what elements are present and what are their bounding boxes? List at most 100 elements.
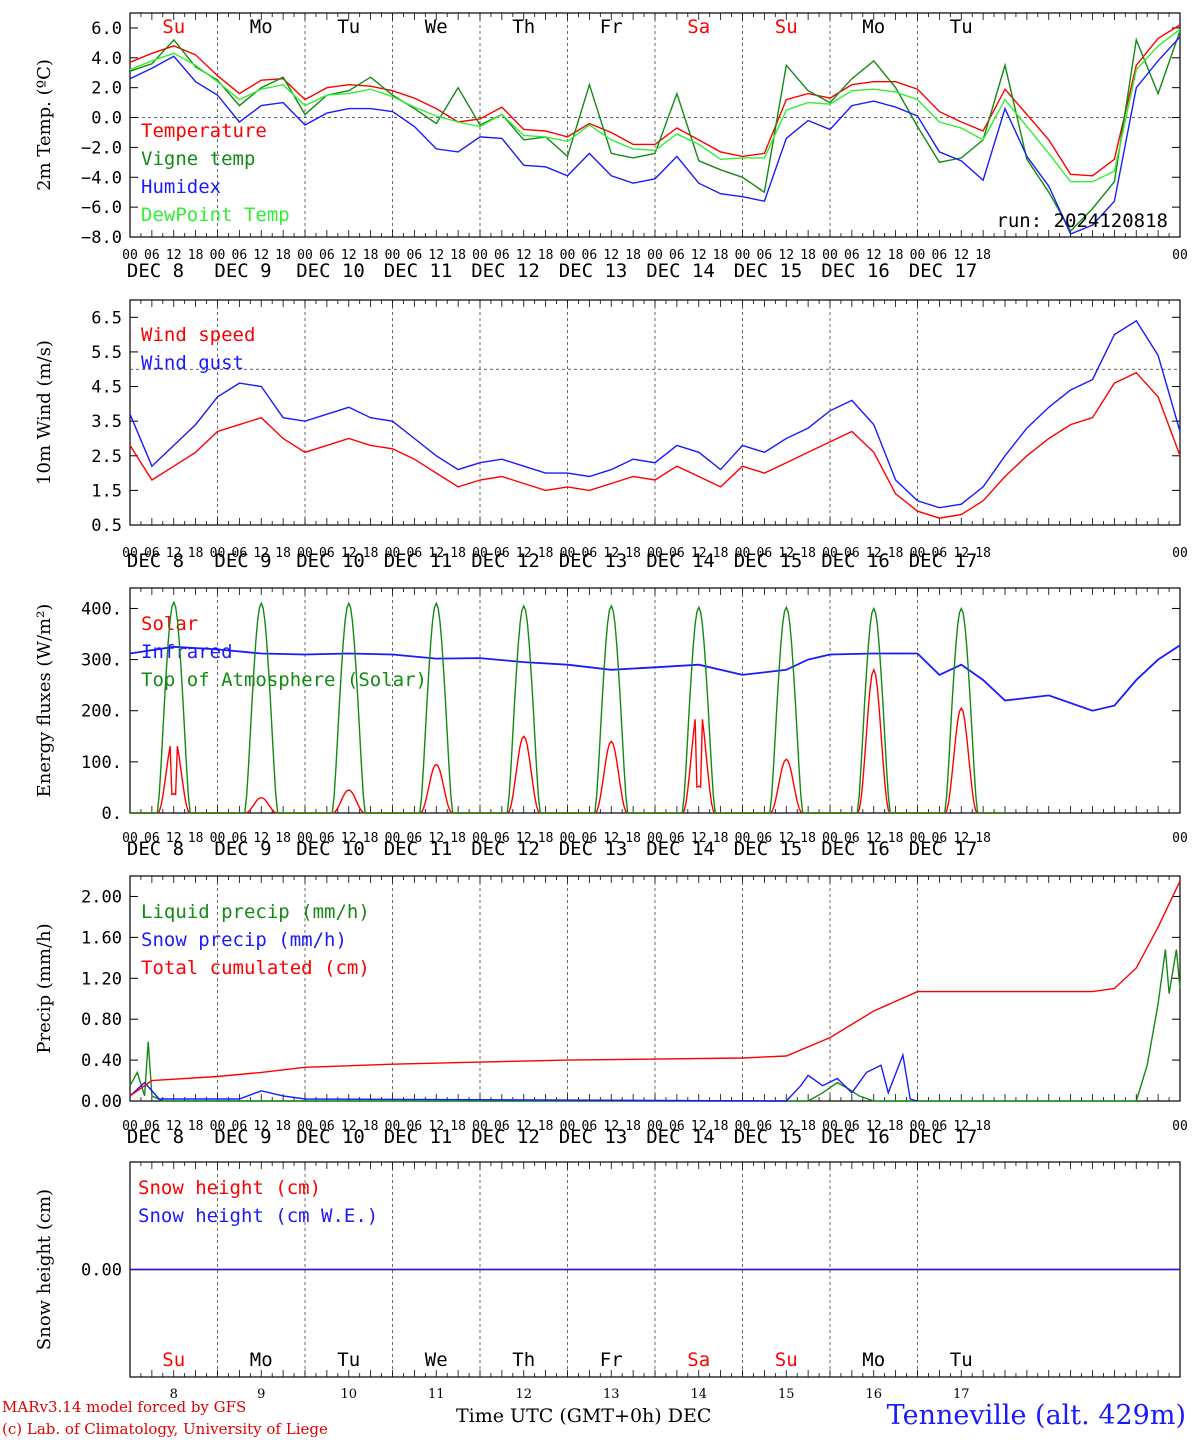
date-label: DEC 11 — [384, 1126, 453, 1148]
y-axis-label: 10m Wind (m/s) — [34, 340, 55, 485]
hour-label: 00 — [910, 248, 926, 263]
date-label: DEC 8 — [127, 1126, 184, 1148]
date-label: DEC 17 — [909, 260, 978, 282]
weekday-label: Th — [512, 16, 535, 38]
hour-label: 06 — [319, 1119, 335, 1134]
y-tick-label: 1.20 — [81, 969, 122, 989]
date-label: DEC 14 — [646, 838, 715, 860]
hour-label: 12 — [778, 1119, 794, 1134]
hour-label: 06 — [757, 248, 773, 263]
series-line — [129, 28, 1181, 183]
hour-label: 18 — [888, 546, 904, 561]
copyright-credit: (c) Lab. of Climatology, University of L… — [2, 1420, 328, 1438]
hour-label: 12 — [166, 546, 182, 561]
y-axis-label: Precip (mm/h) — [34, 923, 55, 1053]
series-line — [129, 319, 1181, 509]
y-tick-label: −8.0 — [81, 228, 122, 248]
series-line — [129, 30, 1181, 233]
hour-label: 00 — [910, 546, 926, 561]
hour-label: 00 — [210, 546, 226, 561]
hour-label: 18 — [450, 831, 466, 846]
hour-label: 12 — [341, 248, 357, 263]
date-label: DEC 11 — [384, 260, 453, 282]
hour-label: 12 — [603, 831, 619, 846]
panel-5: 0.00 Snow height (cm) Snow height (cm) Snow… — [34, 1161, 1181, 1402]
hour-label: 18 — [450, 248, 466, 263]
hour-label: 12 — [778, 248, 794, 263]
hour-label: 06 — [144, 546, 160, 561]
run-annotation: run: 2024120818 — [996, 210, 1168, 232]
series-line — [129, 24, 1181, 177]
hour-label: 06 — [669, 1119, 685, 1134]
hour-label: 00 — [647, 546, 663, 561]
hour-label: 12 — [166, 831, 182, 846]
hour-label: 00 — [210, 831, 226, 846]
hour-label: 12 — [953, 1119, 969, 1134]
y-tick-label: 0.00 — [81, 1261, 122, 1281]
date-label: DEC 14 — [646, 550, 715, 572]
day-number: 13 — [603, 1387, 620, 1402]
hour-label: 06 — [757, 546, 773, 561]
hour-label: 12 — [516, 1119, 532, 1134]
weekday-label: Th — [512, 1349, 535, 1371]
day-number: 11 — [428, 1387, 445, 1402]
date-label: DEC 10 — [296, 1126, 365, 1148]
hour-label: 18 — [188, 546, 204, 561]
hour-label: 18 — [625, 831, 641, 846]
date-label: DEC 11 — [384, 550, 453, 572]
hour-label: 00 — [472, 546, 488, 561]
hour-label: 18 — [625, 1119, 641, 1134]
weekday-label: Sa — [687, 1349, 710, 1371]
hour-label: 18 — [975, 248, 991, 263]
panel-4: 2.00 1.60 1.20 0.80 0.40 0.00 Precip (mm/h) Liq… — [34, 875, 1188, 1148]
date-label: DEC 13 — [559, 1126, 628, 1148]
hour-label: 18 — [800, 546, 816, 561]
y-tick-label: 4.5 — [91, 378, 122, 398]
date-label: DEC 13 — [559, 260, 628, 282]
panel-3: 400.300.200.100.0.Energy fluxes (W/m²) So… — [34, 587, 1188, 860]
hour-label: 06 — [669, 248, 685, 263]
hour-label: 18 — [625, 248, 641, 263]
y-tick-label: 1.60 — [81, 928, 122, 948]
legend-entry: Snow height (cm W.E.) — [138, 1205, 378, 1227]
hour-label: 06 — [494, 831, 510, 846]
hour-label: 06 — [144, 1119, 160, 1134]
hour-label: 00 — [297, 831, 313, 846]
y-tick-label: 0.00 — [81, 1092, 122, 1112]
y-tick-label: 300. — [81, 651, 122, 671]
day-number: 17 — [953, 1387, 970, 1402]
hour-label: 12 — [516, 831, 532, 846]
y-axis-label: 2m Temp. (ºC) — [34, 59, 55, 191]
date-label: DEC 16 — [821, 260, 890, 282]
hour-label: 00 — [210, 1119, 226, 1134]
x-axis-title: Time UTC (GMT+0h) DEC — [456, 1405, 712, 1427]
hour-label: 18 — [538, 1119, 554, 1134]
hour-label: 12 — [691, 1119, 707, 1134]
panel-2: 6.5 5.5 4.5 3.5 2.5 1.5 0.5 10m Wind (m/s) Wind … — [34, 299, 1188, 572]
hour-label: 18 — [363, 248, 379, 263]
date-label: DEC 9 — [214, 1126, 271, 1148]
hour-label: 12 — [253, 1119, 269, 1134]
hour-label: 06 — [932, 831, 948, 846]
hour-label: 12 — [253, 248, 269, 263]
day-number: 16 — [865, 1387, 882, 1402]
hour-label: 12 — [253, 831, 269, 846]
hour-label: 12 — [428, 1119, 444, 1134]
weekday-label: Mo — [862, 1349, 885, 1371]
hour-label: 18 — [713, 831, 729, 846]
hour-label: 06 — [844, 546, 860, 561]
series-line — [129, 644, 1181, 712]
y-tick-label: 4.0 — [91, 49, 122, 69]
plot-frame — [129, 299, 1181, 526]
date-label: DEC 12 — [471, 260, 540, 282]
hour-label: 00 — [210, 248, 226, 263]
y-tick-label: 400. — [81, 599, 122, 619]
hour-label: 12 — [341, 546, 357, 561]
y-tick-label: 0.40 — [81, 1051, 122, 1071]
weekday-label: Tu — [337, 1349, 360, 1371]
hour-label: 18 — [713, 1119, 729, 1134]
hour-label: 18 — [975, 546, 991, 561]
hour-label: 18 — [188, 1119, 204, 1134]
weekday-label: Fr — [600, 1349, 623, 1371]
date-label: DEC 8 — [127, 260, 184, 282]
